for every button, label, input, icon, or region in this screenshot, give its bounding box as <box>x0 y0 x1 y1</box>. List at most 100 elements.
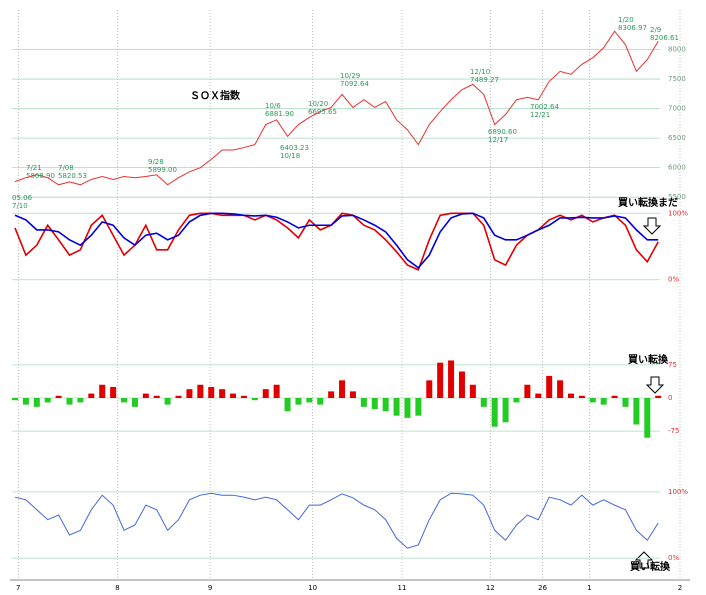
annotation: 8306.97 <box>618 24 647 32</box>
bar <box>306 398 313 403</box>
bar <box>88 393 95 398</box>
bar <box>491 398 498 427</box>
y-tick-label: 5500 <box>668 193 686 201</box>
annotation: 2/9 <box>650 26 661 34</box>
bar <box>393 398 400 416</box>
annotation: 6890.60 <box>488 128 517 136</box>
annotation: 10/6 <box>265 102 281 110</box>
bar <box>251 398 258 401</box>
bar <box>273 384 280 398</box>
bar <box>44 398 51 403</box>
bar <box>219 389 226 398</box>
y-tick-label: 0% <box>668 276 679 284</box>
annotation: 6881.90 <box>265 110 294 118</box>
bar <box>589 398 596 403</box>
annotation: 12/21 <box>530 111 550 119</box>
bar <box>578 395 585 398</box>
bar <box>371 398 378 410</box>
x-tick-label: 26 <box>538 584 547 592</box>
bar <box>99 384 106 398</box>
annotation: 7002.64 <box>530 103 559 111</box>
y-tick-label: -75 <box>668 427 679 435</box>
y-tick-label: 100% <box>668 209 688 217</box>
y-tick-label: 6500 <box>668 134 686 142</box>
bar <box>77 398 84 403</box>
arrow-up <box>634 551 654 569</box>
bar <box>524 384 531 398</box>
bar <box>360 398 367 407</box>
annotation: 12/10 <box>470 68 490 76</box>
annotation: 9/28 <box>148 158 164 166</box>
bar <box>328 391 335 398</box>
bar <box>262 389 269 398</box>
bar <box>175 395 182 398</box>
annotation: 10/20 <box>308 100 328 108</box>
annotation: 8206.61 <box>650 34 679 42</box>
y-tick-label: 6000 <box>668 164 686 172</box>
annotation: 7/10 <box>12 202 28 210</box>
annotation: 6695.65 <box>308 108 337 116</box>
annotation: 7/08 <box>58 164 74 172</box>
arrow-down <box>642 217 662 235</box>
annotation: 05.06 <box>12 194 33 202</box>
bar <box>197 384 204 398</box>
bar <box>426 380 433 398</box>
annotation: 5820.53 <box>58 172 87 180</box>
x-tick-label: 1 <box>587 584 591 592</box>
bar <box>567 393 574 398</box>
bar <box>469 384 476 398</box>
x-tick-label: 12 <box>486 584 495 592</box>
bar <box>404 398 411 418</box>
bar <box>317 398 324 405</box>
bar <box>480 398 487 407</box>
y-tick-label: 8000 <box>668 46 686 54</box>
bar <box>557 380 564 398</box>
series-line <box>14 492 659 549</box>
bar <box>295 398 302 405</box>
x-tick-label: 7 <box>16 584 20 592</box>
bar <box>644 398 651 438</box>
x-tick-label: 11 <box>398 584 407 592</box>
bar <box>349 391 356 398</box>
bar <box>437 362 444 398</box>
series-line <box>14 30 659 186</box>
y-tick-label: 7500 <box>668 75 686 83</box>
bar <box>153 395 160 398</box>
bar <box>415 398 422 416</box>
bar <box>382 398 389 412</box>
bar <box>230 393 237 398</box>
bar <box>110 386 117 398</box>
bar <box>164 398 171 405</box>
bar <box>339 380 346 398</box>
annotation: 買い転換まだ <box>618 196 678 209</box>
bar <box>535 393 542 398</box>
bar <box>546 375 553 398</box>
bar <box>186 389 193 398</box>
bar <box>611 395 618 398</box>
bar <box>142 393 149 398</box>
annotation: 1/20 <box>618 16 634 24</box>
annotation: 6403.23 <box>280 144 309 152</box>
series-line <box>14 212 659 271</box>
bar <box>655 395 662 398</box>
bar <box>131 398 138 407</box>
chart-title: ＳＯＸ指数 <box>190 89 241 102</box>
bar <box>66 398 73 405</box>
bar <box>55 395 62 398</box>
bar <box>121 398 128 403</box>
y-tick-label: 0 <box>668 394 672 402</box>
bar <box>622 398 629 407</box>
bar <box>633 398 640 425</box>
annotation: 買い転換 <box>628 353 669 366</box>
x-tick-label: 10 <box>308 584 317 592</box>
bar <box>513 398 520 403</box>
bar <box>502 398 509 423</box>
bar <box>240 395 247 398</box>
bar <box>284 398 291 412</box>
y-tick-label: 100% <box>668 488 688 496</box>
annotation: 5808.90 <box>26 172 55 180</box>
series-line <box>14 212 659 269</box>
bar <box>458 371 465 398</box>
